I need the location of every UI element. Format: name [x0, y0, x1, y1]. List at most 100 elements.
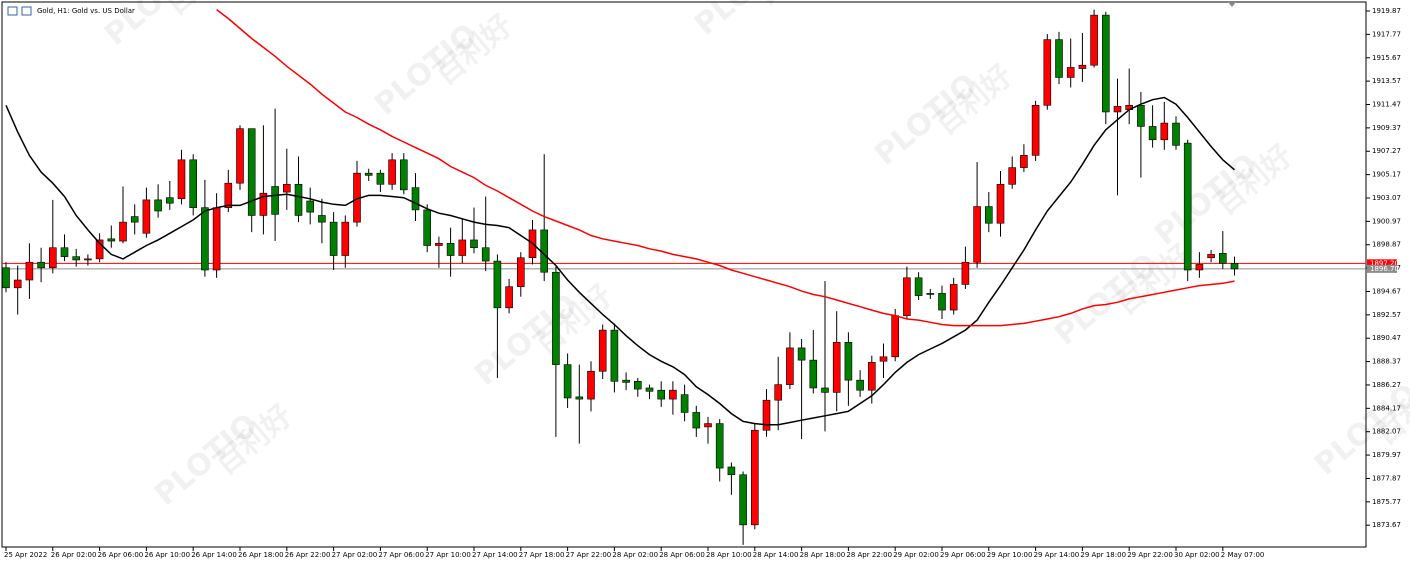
candle-body: [95, 239, 104, 260]
candle-body: [247, 128, 256, 216]
x-tick-label: 2 May 07:00: [1221, 551, 1265, 559]
candle-body: [72, 256, 80, 261]
candle-body: [645, 387, 654, 392]
candle-body: [1078, 64, 1087, 69]
y-tick-label: 1898.87: [1372, 241, 1401, 249]
ma-line: [216, 9, 1235, 327]
candle-body: [575, 396, 584, 400]
candle-body: [692, 412, 701, 429]
candle-body: [435, 242, 443, 246]
candle-body: [879, 356, 888, 362]
y-tick-label: 1909.37: [1372, 124, 1401, 132]
x-tick-label: 28 Apr 14:00: [753, 551, 799, 559]
y-tick-label: 1907.27: [1372, 147, 1401, 155]
x-tick-label: 28 Apr 02:00: [612, 551, 658, 559]
candle-body: [60, 247, 69, 257]
y-tick-label: 1913.57: [1372, 77, 1401, 85]
icon: [21, 6, 32, 16]
candle-body: [119, 221, 127, 242]
shift-marker: [1228, 2, 1236, 7]
candle-body: [669, 389, 677, 400]
candle-body: [130, 216, 139, 223]
candle-body: [1172, 122, 1180, 146]
candle-body: [750, 429, 759, 526]
candle-body: [107, 238, 116, 242]
candle-body: [891, 315, 900, 358]
candle-body: [306, 200, 315, 213]
x-tick-label: 29 Apr 02:00: [893, 551, 939, 559]
candle-body: [598, 329, 607, 372]
candle-body: [786, 347, 794, 385]
candle-body: [1043, 39, 1052, 106]
candle-body: [563, 364, 572, 399]
candle-body: [739, 474, 747, 526]
candle-body: [446, 242, 455, 256]
candle-body: [633, 380, 642, 390]
candle-body: [37, 261, 45, 269]
candle-body: [236, 128, 244, 184]
y-tick-label: 1905.17: [1372, 171, 1401, 179]
x-tick-label: 29 Apr 14:00: [1034, 551, 1080, 559]
y-tick-label: 1917.77: [1372, 30, 1401, 38]
candle-body: [411, 187, 420, 211]
candle-body: [856, 379, 864, 391]
candle-body: [13, 279, 22, 289]
candle-body: [762, 399, 771, 431]
candle-body: [657, 389, 666, 400]
y-tick-label: 1886.27: [1372, 381, 1401, 389]
candle-body: [318, 215, 326, 223]
candle-body: [926, 293, 935, 295]
x-tick-label: 26 Apr 10:00: [144, 551, 190, 559]
candle-body: [294, 183, 303, 216]
chart-title: Gold, H1: Gold vs. US Dollar: [37, 7, 135, 15]
candle-body: [1113, 106, 1122, 113]
candle-body: [552, 271, 560, 365]
candle-body: [364, 172, 373, 176]
candle-body: [1008, 167, 1017, 185]
candle-body: [341, 221, 350, 256]
candle-body: [1090, 14, 1098, 66]
x-tick-label: 28 Apr 10:00: [706, 551, 752, 559]
candle-body: [1055, 39, 1063, 78]
candle-body: [2, 267, 10, 289]
candle-body: [1183, 142, 1192, 271]
candle-body: [1195, 264, 1204, 271]
plot-frame: [1, 1, 1367, 548]
candle-body: [1031, 104, 1040, 156]
candle-body: [25, 261, 34, 281]
candle-body: [1230, 263, 1239, 270]
candle-body: [84, 258, 92, 261]
candle-body: [201, 207, 209, 271]
x-tick-label: 26 Apr 02:00: [51, 551, 97, 559]
candle-body: [423, 209, 432, 246]
candle-body: [844, 342, 853, 381]
candle-body: [481, 247, 490, 262]
x-tick-label: 26 Apr 18:00: [238, 551, 284, 559]
candle-body: [516, 257, 525, 287]
x-tick-label: 27 Apr 18:00: [519, 551, 565, 559]
candle-body: [587, 370, 595, 400]
y-tick-label: 1882.07: [1372, 428, 1401, 436]
y-tick-label: 1915.67: [1372, 54, 1401, 62]
y-tick-label: 1892.57: [1372, 311, 1401, 319]
icon: [7, 6, 18, 16]
candle-body: [996, 183, 1005, 224]
x-tick-label: 30 Apr 02:00: [1174, 551, 1220, 559]
candle-body: [142, 199, 151, 234]
candle-body: [715, 423, 724, 469]
candle-body: [1102, 14, 1110, 113]
candle-body: [329, 221, 338, 256]
candle-body: [797, 347, 806, 361]
candle-body: [1066, 67, 1075, 78]
candle-body: [867, 362, 876, 391]
x-tick-label: 29 Apr 22:00: [1127, 551, 1173, 559]
x-tick-label: 26 Apr 22:00: [285, 551, 331, 559]
x-tick-label: 29 Apr 06:00: [940, 551, 986, 559]
candle-body: [470, 239, 478, 249]
x-tick-label: 27 Apr 02:00: [332, 551, 378, 559]
candle-body: [938, 293, 946, 311]
candle-body: [259, 192, 268, 216]
x-tick-label: 28 Apr 06:00: [659, 551, 705, 559]
